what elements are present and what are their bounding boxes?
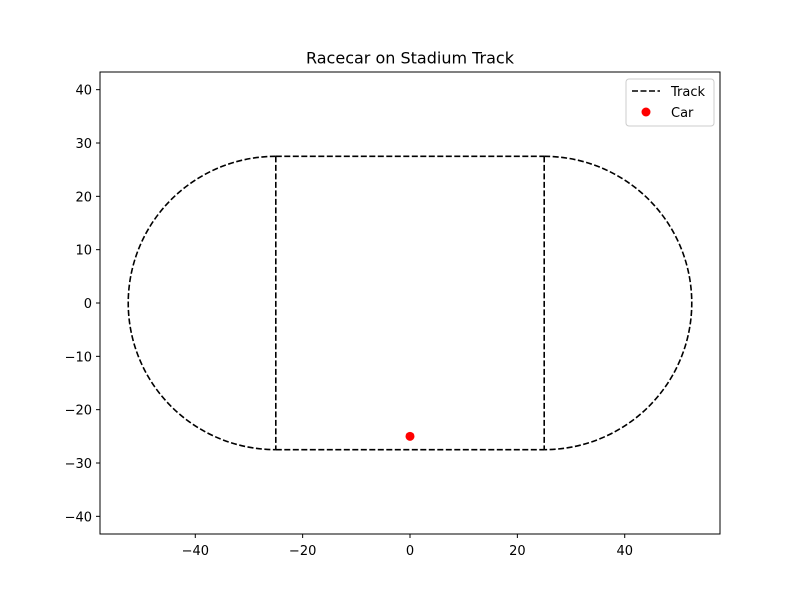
track-right-turn <box>544 155 693 451</box>
x-tick-label: 20 <box>509 544 526 559</box>
legend: Track Car <box>625 78 715 127</box>
legend-car-label: Car <box>671 106 694 121</box>
y-tick-label: 30 <box>75 137 92 152</box>
track-layer <box>127 155 693 451</box>
legend-car-marker <box>641 107 651 117</box>
y-tick-label: −30 <box>65 457 92 472</box>
x-tick-label: −40 <box>182 544 209 559</box>
y-tick-label: 40 <box>75 84 92 99</box>
y-tick-label: 10 <box>75 244 92 259</box>
plot-area <box>127 155 693 451</box>
legend-track-label: Track <box>670 85 705 100</box>
x-tick-label: −20 <box>289 544 316 559</box>
y-tick-label: 0 <box>84 297 92 312</box>
y-tick-label: 20 <box>75 190 92 205</box>
y-tick-label: −40 <box>65 510 92 525</box>
track-left-turn <box>127 155 276 451</box>
y-tick-label: −10 <box>65 350 92 365</box>
x-axis: −40 −20 0 20 40 <box>182 534 633 559</box>
car-layer <box>405 431 415 441</box>
car-marker <box>405 431 415 441</box>
x-tick-label: 0 <box>406 544 414 559</box>
chart-title: Racecar on Stadium Track <box>306 49 515 68</box>
y-axis: −40 −30 −20 −10 0 10 20 30 40 <box>65 84 100 525</box>
x-tick-label: 40 <box>616 544 633 559</box>
y-tick-label: −20 <box>65 404 92 419</box>
